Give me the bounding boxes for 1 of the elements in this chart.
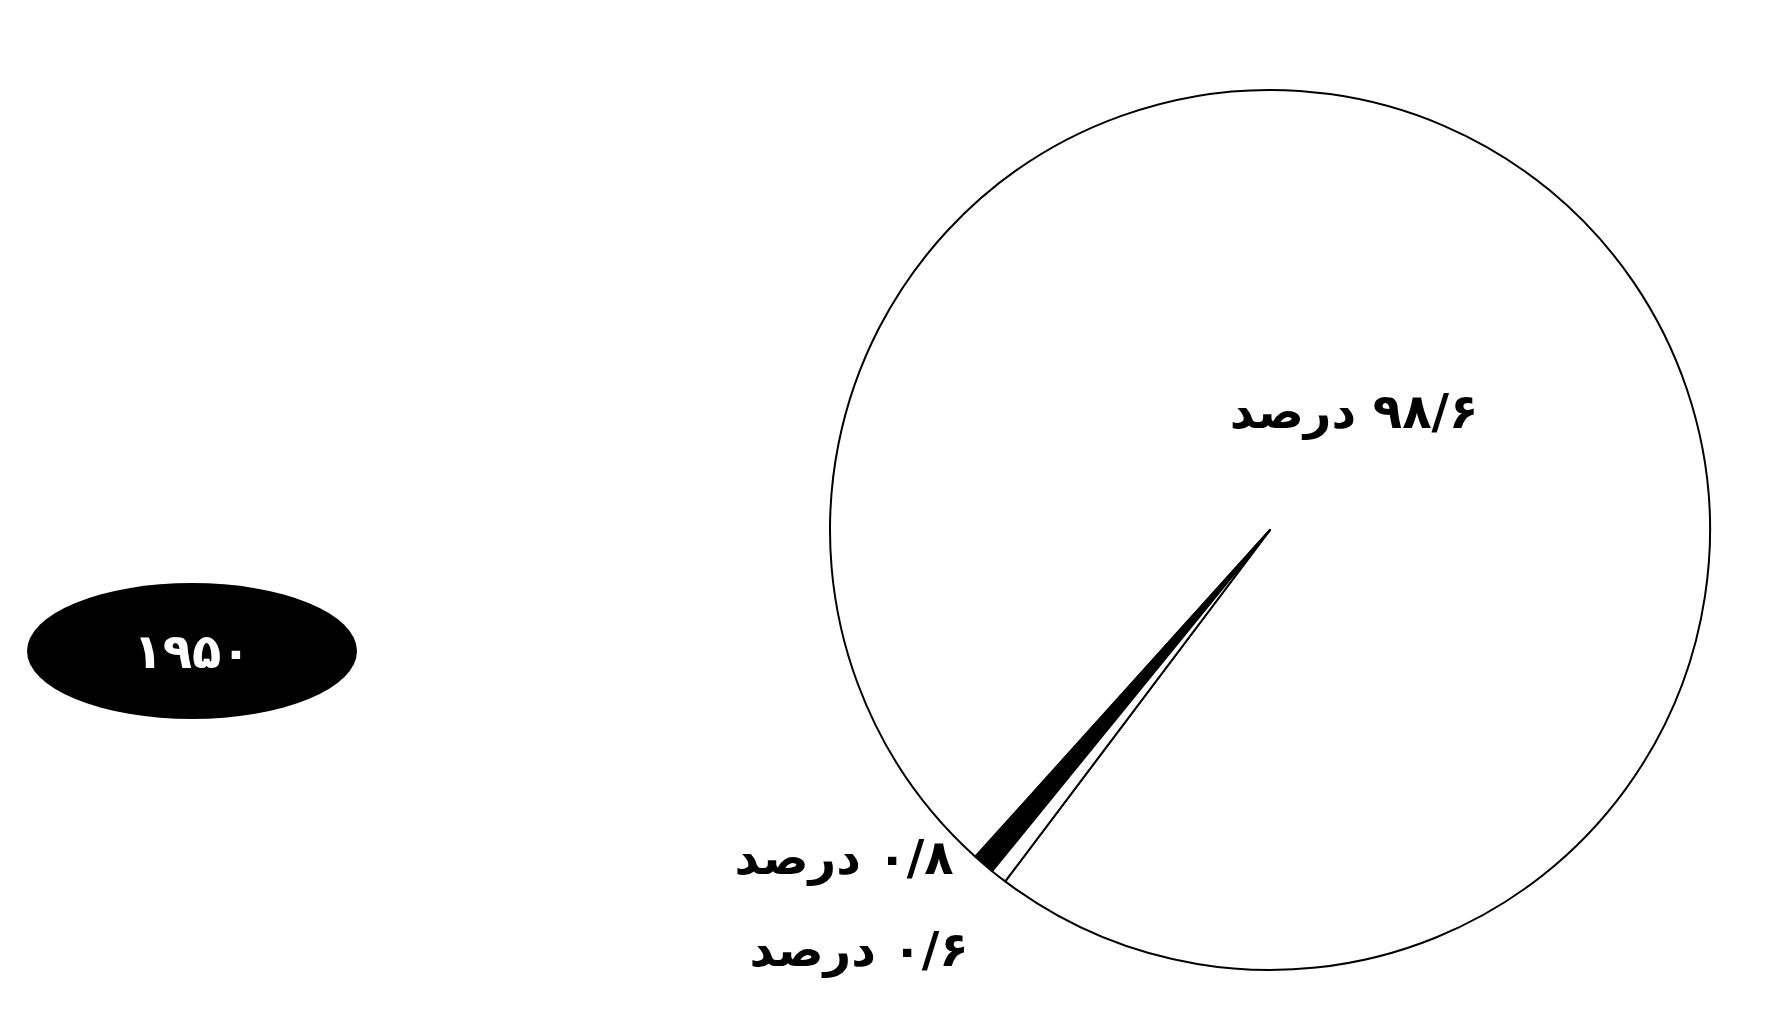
title: ۱۹۵۰ [27,583,357,719]
